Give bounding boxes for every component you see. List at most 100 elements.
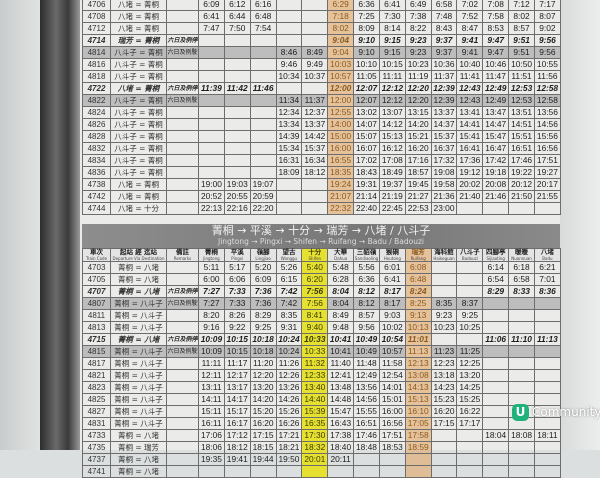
time-cell: 16:07 bbox=[353, 142, 380, 155]
remarks: 六日及例駛 bbox=[166, 46, 199, 59]
table-row: 4722 八堵 = 菁桐 六日及例停 11:39 11:42 11:46 12:00 12:0… bbox=[82, 82, 561, 95]
time-cell: 18:04 bbox=[482, 429, 510, 442]
time-cell bbox=[482, 321, 510, 334]
time-cell bbox=[301, 82, 329, 95]
time-cell: 11:19 bbox=[404, 70, 432, 83]
time-cell: 13:48 bbox=[327, 381, 355, 394]
time-cell: 9:23 bbox=[430, 309, 458, 322]
time-cell: 7:27 bbox=[198, 297, 225, 310]
time-cell bbox=[508, 441, 535, 454]
table-row: 4715 菁桐 = 八堵 六日及例停 10:09 10:15 10:18 10:24 10:3… bbox=[82, 333, 561, 346]
time-cell: 13:51 bbox=[508, 106, 535, 119]
time-cell: 13:41 bbox=[456, 106, 484, 119]
table-row: 4742 八堵 = 菁桐 20:52 20:55 20:59 21:07 21:14 21:1… bbox=[82, 190, 561, 203]
column-header: 海科館 Haikeguan bbox=[430, 248, 458, 262]
time-cell: 10:33 bbox=[301, 333, 329, 346]
time-cell bbox=[223, 166, 251, 179]
time-cell: 17:06 bbox=[198, 429, 225, 442]
route: 八斗子 = 菁桐 bbox=[110, 58, 167, 71]
time-cell: 10:10 bbox=[353, 58, 380, 71]
time-cell bbox=[482, 441, 510, 454]
time-cell: 12:13 bbox=[404, 357, 432, 370]
route: 八斗子 = 菁桐 bbox=[110, 70, 167, 83]
time-cell: 8:26 bbox=[223, 309, 251, 322]
time-cell: 14:26 bbox=[275, 393, 303, 406]
banner-english: Jingtong → Pingxi → Shifen → Ruifang → B… bbox=[217, 237, 425, 246]
time-cell: 17:51 bbox=[533, 154, 561, 167]
time-cell: 16:20 bbox=[430, 405, 458, 418]
time-cell bbox=[249, 154, 277, 167]
time-cell bbox=[275, 82, 303, 95]
remarks bbox=[166, 309, 199, 322]
time-cell: 11:37 bbox=[430, 70, 458, 83]
time-cell: 6:20 bbox=[301, 273, 329, 286]
time-cell bbox=[301, 34, 329, 47]
remarks bbox=[166, 106, 199, 119]
time-cell: 9:22 bbox=[223, 321, 251, 334]
time-cell: 16:00 bbox=[378, 405, 406, 418]
time-cell: 12:53 bbox=[508, 94, 535, 107]
time-cell: 10:34 bbox=[275, 70, 303, 83]
time-cell: 9:46 bbox=[275, 58, 303, 71]
time-cell: 12:53 bbox=[508, 82, 535, 95]
table-row: 4814 八斗子 = 菁桐 六日及例駛 8:46 8:49 9:04 9:10 9:15 9:2… bbox=[82, 46, 561, 59]
time-cell bbox=[198, 94, 225, 107]
time-cell bbox=[353, 453, 380, 466]
table-row: 4712 八堵 = 菁桐 7:47 7:50 7:54 8:02 8:09 8:14 8:22 8… bbox=[82, 22, 561, 35]
time-cell: 12:41 bbox=[327, 369, 355, 382]
remarks bbox=[166, 429, 199, 442]
time-cell: 11:13 bbox=[404, 345, 432, 358]
time-cell: 11:56 bbox=[533, 70, 561, 83]
time-cell: 15:13 bbox=[378, 130, 406, 143]
column-header: 八斗子 Badouzi bbox=[456, 248, 484, 262]
time-cell: 11:13 bbox=[533, 333, 561, 346]
time-cell: 15:47 bbox=[327, 405, 355, 418]
time-cell: 6:41 bbox=[378, 0, 406, 11]
time-cell: 13:34 bbox=[275, 118, 303, 131]
remarks: 六日及例駛 bbox=[166, 345, 199, 358]
time-cell: 14:11 bbox=[198, 393, 225, 406]
column-header: 猴硐 Houtong bbox=[378, 248, 406, 262]
time-cell: 7:27 bbox=[198, 285, 225, 298]
time-cell bbox=[508, 465, 535, 478]
time-cell: 11:05 bbox=[353, 70, 380, 83]
train-code: 4826 bbox=[82, 118, 111, 131]
time-cell: 19:44 bbox=[249, 453, 277, 466]
route: 八斗子 = 菁桐 bbox=[110, 94, 167, 107]
time-cell: 9:04 bbox=[327, 46, 355, 59]
time-cell: 16:26 bbox=[275, 417, 303, 430]
time-cell: 18:12 bbox=[301, 166, 329, 179]
time-cell: 15:01 bbox=[378, 393, 406, 406]
time-cell: 11:25 bbox=[456, 345, 484, 358]
time-cell bbox=[198, 166, 225, 179]
time-cell bbox=[301, 0, 329, 11]
time-cell: 15:00 bbox=[327, 130, 355, 143]
header-en: Remarks bbox=[173, 256, 192, 261]
time-cell: 9:48 bbox=[327, 321, 355, 334]
time-cell: 7:02 bbox=[456, 0, 484, 11]
time-cell bbox=[249, 70, 277, 83]
timetable-lower: 車次 Train Code 起站 經 迄站 Departure Via Destina… bbox=[82, 248, 561, 478]
table-row: 4821 菁桐 = 八斗子 12:11 12:17 12:20 12:26 12:33 12:… bbox=[82, 369, 561, 382]
time-cell: 10:25 bbox=[456, 321, 484, 334]
time-cell: 15:17 bbox=[223, 405, 251, 418]
route: 菁桐 = 八斗子 bbox=[110, 309, 167, 322]
time-cell: 7:25 bbox=[353, 10, 380, 23]
time-cell bbox=[508, 345, 535, 358]
time-cell: 11:40 bbox=[327, 357, 355, 370]
train-code: 4818 bbox=[82, 70, 111, 83]
time-cell: 14:56 bbox=[533, 118, 561, 131]
time-cell: 12:58 bbox=[533, 94, 561, 107]
time-cell: 9:56 bbox=[533, 46, 561, 59]
time-cell: 11:42 bbox=[223, 82, 251, 95]
time-cell: 11:11 bbox=[378, 70, 406, 83]
time-cell bbox=[223, 130, 251, 143]
time-cell: 14:40 bbox=[301, 393, 329, 406]
time-cell: 23:00 bbox=[430, 202, 458, 215]
train-code: 4733 bbox=[82, 429, 111, 442]
time-cell: 10:36 bbox=[430, 58, 458, 71]
time-cell: 7:42 bbox=[275, 297, 303, 310]
route: 菁桐 = 八堵 bbox=[110, 429, 167, 442]
time-cell: 12:25 bbox=[456, 357, 484, 370]
time-cell: 20:11 bbox=[327, 453, 355, 466]
